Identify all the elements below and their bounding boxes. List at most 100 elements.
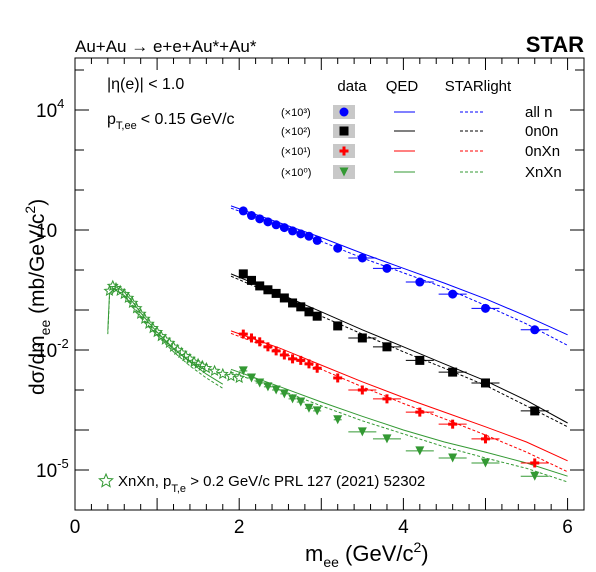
data-point: [296, 355, 306, 365]
data-point: [279, 389, 289, 399]
data-point: [263, 285, 273, 295]
star-marker: [134, 307, 147, 319]
triangle-marker: [255, 378, 265, 388]
experiment-label: STAR: [526, 32, 584, 57]
data-point: [255, 378, 265, 388]
triangle-marker: [296, 397, 306, 407]
legend-scale-label: (×10³): [281, 107, 311, 119]
circle-marker: [247, 211, 257, 221]
data-point: [279, 350, 289, 360]
star-marker: [216, 367, 229, 380]
cross-marker-v: [307, 359, 311, 369]
y-tick-label: 10: [36, 221, 57, 242]
legend-marker: [339, 167, 349, 177]
cross-marker-v: [250, 333, 254, 343]
circle-marker: [296, 229, 306, 239]
circle-marker: [312, 235, 322, 245]
data-point: [255, 281, 265, 291]
data-point: [255, 337, 265, 347]
data-point: [288, 298, 298, 308]
triangle-marker: [247, 373, 257, 383]
triangle-marker: [304, 403, 314, 413]
tick-labels: 0 2 4 6 104 10 10-2 10-5: [36, 96, 573, 538]
data-point: [312, 311, 322, 321]
star-marker: [224, 369, 237, 382]
data-point: [130, 301, 143, 314]
legend-header-starlight: STARlight: [445, 78, 512, 95]
triangle-marker: [263, 382, 273, 392]
cross-marker-v: [342, 146, 346, 156]
data-point: [200, 361, 213, 374]
cross-marker-v: [360, 385, 364, 395]
data-point: [288, 226, 298, 236]
triangle-marker: [415, 446, 425, 456]
data-point: [333, 415, 343, 425]
triangle-marker: [279, 389, 289, 399]
circle-marker: [382, 263, 392, 273]
data-point: [255, 214, 265, 224]
data-point: [247, 211, 257, 221]
star-marker: [142, 317, 155, 329]
data-point: [480, 378, 490, 388]
data-point: [333, 243, 343, 253]
circle-marker: [415, 277, 425, 287]
star-marker: [200, 361, 213, 374]
square-marker: [271, 288, 281, 298]
circle-marker: [304, 231, 314, 241]
data-point: [480, 434, 490, 444]
data-point: [216, 367, 229, 380]
triangle-marker: [288, 394, 298, 404]
data-point: [357, 427, 367, 437]
data-point: [288, 354, 298, 364]
data-point: [233, 371, 246, 384]
cross-marker-v: [315, 363, 319, 373]
data-point: [247, 373, 257, 383]
data-point: [448, 367, 458, 377]
circle-marker: [448, 289, 458, 299]
square-marker: [304, 307, 314, 317]
square-marker: [279, 293, 289, 303]
starlight-curve: [230, 275, 568, 428]
cross-marker-v: [299, 355, 303, 365]
data-point: [238, 206, 248, 216]
square-marker: [333, 321, 343, 331]
square-marker: [255, 281, 265, 291]
data-point: [238, 329, 248, 339]
data-point: [122, 291, 135, 304]
data-point: [304, 231, 314, 241]
square-marker: [448, 367, 458, 377]
data-point: [304, 359, 314, 369]
square-marker: [382, 342, 392, 352]
data-point: [530, 471, 540, 481]
circle-marker: [238, 206, 248, 216]
data-point: [415, 277, 425, 287]
cross-marker-v: [451, 419, 455, 429]
data-point: [138, 312, 151, 324]
star-marker: [138, 312, 151, 324]
square-marker: [312, 311, 322, 321]
triangle-marker: [382, 434, 392, 444]
circle-marker: [279, 223, 289, 233]
cross-marker-v: [533, 458, 537, 468]
legend-marker: [339, 107, 349, 117]
data-point: [279, 223, 289, 233]
pt-cut-label: pT,ee < 0.15 GeV/c: [107, 111, 235, 132]
data-point: [480, 303, 490, 313]
data-points: [103, 206, 549, 481]
data-point: [357, 253, 367, 263]
triangle-marker: [333, 415, 343, 425]
data-point: [126, 296, 139, 309]
square-marker: [247, 275, 257, 285]
reference-star-marker: [98, 472, 114, 488]
star-marker: [103, 284, 116, 297]
legend-series-label: 0n0n: [525, 123, 558, 140]
cross-marker-v: [385, 394, 389, 404]
reference-label: XnXn, pT,e > 0.2 GeV/c PRL 127 (2021) 52…: [118, 473, 425, 495]
reference-legend: [98, 472, 114, 488]
data-point: [382, 434, 392, 444]
cross-marker-v: [418, 407, 422, 417]
eta-cut-label: |η(e)| < 1.0: [107, 76, 184, 93]
cross-marker-v: [282, 350, 286, 360]
data-point: [530, 325, 540, 335]
cross-marker-v: [258, 337, 262, 347]
